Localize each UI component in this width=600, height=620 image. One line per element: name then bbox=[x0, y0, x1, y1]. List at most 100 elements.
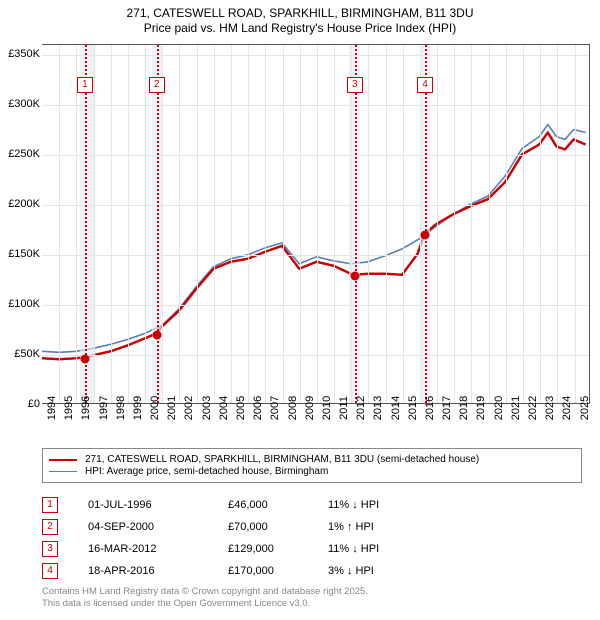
series-line-hpi bbox=[42, 125, 586, 353]
x-tick-label: 1994 bbox=[46, 396, 58, 420]
legend-swatch bbox=[49, 471, 77, 472]
x-gridline bbox=[128, 45, 129, 403]
x-tick-label: 2020 bbox=[493, 396, 505, 420]
event-number-box: 1 bbox=[42, 497, 58, 513]
y-tick-label: £350K bbox=[0, 48, 40, 60]
x-tick-label: 1997 bbox=[98, 396, 110, 420]
x-tick-label: 2003 bbox=[201, 396, 213, 420]
x-gridline bbox=[179, 45, 180, 403]
y-tick-label: £100K bbox=[0, 298, 40, 310]
chart-title-line1: 271, CATESWELL ROAD, SPARKHILL, BIRMINGH… bbox=[0, 6, 600, 21]
x-gridline bbox=[94, 45, 95, 403]
x-gridline bbox=[523, 45, 524, 403]
marker-number-box: 2 bbox=[149, 77, 165, 93]
x-gridline bbox=[111, 45, 112, 403]
event-delta: 11% ↓ HPI bbox=[328, 499, 428, 511]
legend-label: HPI: Average price, semi-detached house,… bbox=[85, 466, 328, 477]
x-tick-label: 2007 bbox=[269, 396, 281, 420]
y-gridline bbox=[42, 155, 589, 156]
price-paid-dot bbox=[421, 231, 430, 240]
x-tick-label: 1998 bbox=[115, 396, 127, 420]
x-tick-label: 2004 bbox=[218, 396, 230, 420]
x-tick-label: 2022 bbox=[527, 396, 539, 420]
legend-label: 271, CATESWELL ROAD, SPARKHILL, BIRMINGH… bbox=[85, 454, 479, 465]
x-gridline bbox=[317, 45, 318, 403]
x-tick-label: 2008 bbox=[287, 396, 299, 420]
y-tick-label: £300K bbox=[0, 98, 40, 110]
footer-line1: Contains HM Land Registry data © Crown c… bbox=[42, 586, 368, 598]
x-tick-label: 2006 bbox=[252, 396, 264, 420]
x-gridline bbox=[59, 45, 60, 403]
chart-svg bbox=[42, 45, 589, 403]
event-row: 101-JUL-1996£46,00011% ↓ HPI bbox=[42, 494, 428, 516]
x-gridline bbox=[575, 45, 576, 403]
y-tick-label: £150K bbox=[0, 248, 40, 260]
y-gridline bbox=[42, 205, 589, 206]
marker-number-box: 1 bbox=[77, 77, 93, 93]
x-tick-label: 2011 bbox=[338, 396, 350, 420]
marker-vline bbox=[425, 45, 427, 403]
x-gridline bbox=[300, 45, 301, 403]
x-tick-label: 2024 bbox=[561, 396, 573, 420]
x-tick-label: 2000 bbox=[149, 396, 161, 420]
event-row: 3 16-MAR-2012£129,00011% ↓ HPI bbox=[42, 538, 428, 560]
x-gridline bbox=[489, 45, 490, 403]
event-delta: 1% ↑ HPI bbox=[328, 521, 428, 533]
chart-title-line2: Price paid vs. HM Land Registry's House … bbox=[0, 21, 600, 36]
x-tick-label: 2025 bbox=[579, 396, 591, 420]
legend-row: HPI: Average price, semi-detached house,… bbox=[49, 466, 575, 477]
y-gridline bbox=[42, 305, 589, 306]
x-tick-label: 1999 bbox=[132, 396, 144, 420]
x-gridline bbox=[76, 45, 77, 403]
legend: 271, CATESWELL ROAD, SPARKHILL, BIRMINGH… bbox=[42, 448, 582, 483]
y-tick-label: £0 bbox=[0, 398, 40, 410]
event-price: £70,000 bbox=[228, 521, 328, 533]
x-gridline bbox=[471, 45, 472, 403]
marker-vline bbox=[157, 45, 159, 403]
marker-vline bbox=[355, 45, 357, 403]
x-tick-label: 1995 bbox=[63, 396, 75, 420]
x-tick-label: 2001 bbox=[166, 396, 178, 420]
x-tick-label: 2023 bbox=[544, 396, 556, 420]
event-number-box: 3 bbox=[42, 541, 58, 557]
event-date: 04-SEP-2000 bbox=[88, 521, 228, 533]
footer-attribution: Contains HM Land Registry data © Crown c… bbox=[42, 586, 368, 610]
y-tick-label: £200K bbox=[0, 198, 40, 210]
x-gridline bbox=[437, 45, 438, 403]
x-gridline bbox=[248, 45, 249, 403]
price-paid-dot bbox=[152, 331, 161, 340]
event-date: 16-MAR-2012 bbox=[88, 543, 228, 555]
x-gridline bbox=[506, 45, 507, 403]
event-price: £129,000 bbox=[228, 543, 328, 555]
x-gridline bbox=[454, 45, 455, 403]
x-tick-label: 2002 bbox=[183, 396, 195, 420]
x-tick-label: 1996 bbox=[80, 396, 92, 420]
x-tick-label: 2018 bbox=[458, 396, 470, 420]
footer-line2: This data is licensed under the Open Gov… bbox=[42, 598, 368, 610]
x-tick-label: 2015 bbox=[407, 396, 419, 420]
x-tick-label: 2019 bbox=[475, 396, 487, 420]
marker-vline bbox=[85, 45, 87, 403]
x-gridline bbox=[214, 45, 215, 403]
event-price: £46,000 bbox=[228, 499, 328, 511]
event-date: 18-APR-2016 bbox=[88, 565, 228, 577]
x-gridline bbox=[386, 45, 387, 403]
event-delta: 11% ↓ HPI bbox=[328, 543, 428, 555]
x-gridline bbox=[145, 45, 146, 403]
x-tick-label: 2017 bbox=[441, 396, 453, 420]
price-paid-dot bbox=[80, 355, 89, 364]
x-gridline bbox=[403, 45, 404, 403]
x-gridline bbox=[265, 45, 266, 403]
x-gridline bbox=[557, 45, 558, 403]
event-number-box: 4 bbox=[42, 563, 58, 579]
x-gridline bbox=[197, 45, 198, 403]
y-tick-label: £50K bbox=[0, 348, 40, 360]
x-tick-label: 2014 bbox=[390, 396, 402, 420]
chart-plot-area: 1 2 3 4 bbox=[42, 44, 590, 404]
y-tick-label: £250K bbox=[0, 148, 40, 160]
x-gridline bbox=[368, 45, 369, 403]
marker-number-box: 4 bbox=[417, 77, 433, 93]
x-gridline bbox=[162, 45, 163, 403]
series-line-price_paid-top bbox=[42, 133, 586, 360]
marker-number-box: 3 bbox=[347, 77, 363, 93]
